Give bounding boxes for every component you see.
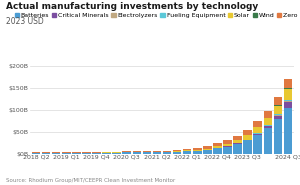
Bar (274, 97, 282, 105)
Bar (173, 151, 182, 152)
Bar (173, 150, 182, 151)
Bar (213, 143, 222, 146)
Text: Source: Rhodium Group/MIT/CEEPR Clean Investment Monitor: Source: Rhodium Group/MIT/CEEPR Clean In… (6, 178, 175, 183)
Bar (284, 100, 292, 101)
Bar (254, 133, 262, 134)
Bar (223, 147, 232, 154)
Bar (274, 106, 282, 114)
Bar (213, 146, 222, 148)
Bar (254, 121, 262, 127)
Bar (183, 151, 191, 154)
Bar (203, 150, 212, 154)
Bar (122, 152, 131, 154)
Bar (133, 151, 141, 152)
Bar (284, 101, 292, 102)
Bar (102, 152, 111, 153)
Bar (102, 153, 111, 154)
Bar (223, 146, 232, 147)
Bar (284, 79, 292, 88)
Bar (32, 152, 40, 153)
Bar (274, 114, 282, 115)
Bar (32, 153, 40, 154)
Bar (62, 153, 70, 154)
Bar (223, 144, 232, 146)
Bar (142, 152, 151, 154)
Bar (263, 125, 272, 126)
Bar (92, 153, 101, 154)
Bar (42, 153, 50, 154)
Bar (254, 135, 262, 154)
Bar (274, 115, 282, 120)
Text: Actual manufacturing investments by technology: Actual manufacturing investments by tech… (6, 2, 258, 11)
Bar (263, 111, 272, 118)
Bar (52, 153, 61, 154)
Bar (193, 148, 202, 150)
Bar (223, 140, 232, 144)
Bar (284, 88, 292, 89)
Bar (233, 136, 242, 140)
Bar (284, 108, 292, 154)
Bar (72, 153, 81, 154)
Bar (274, 105, 282, 106)
Bar (203, 149, 212, 150)
Bar (173, 152, 182, 154)
Bar (243, 130, 252, 135)
Bar (112, 153, 121, 154)
Bar (263, 118, 272, 125)
Bar (122, 151, 131, 152)
Bar (254, 127, 262, 133)
Bar (82, 152, 91, 153)
Bar (153, 152, 161, 154)
Bar (263, 126, 272, 128)
Bar (42, 152, 50, 153)
Bar (72, 152, 81, 153)
Bar (183, 149, 191, 150)
Bar (243, 135, 252, 140)
Bar (213, 148, 222, 154)
Bar (193, 151, 202, 154)
Bar (163, 152, 171, 154)
Bar (153, 151, 161, 152)
Bar (52, 152, 61, 153)
Bar (62, 152, 70, 153)
Bar (284, 89, 292, 100)
Bar (233, 140, 242, 144)
Bar (183, 150, 191, 151)
Bar (274, 120, 282, 154)
Text: 2023 USD: 2023 USD (6, 17, 44, 26)
Bar (92, 152, 101, 153)
Bar (193, 150, 202, 151)
Bar (233, 144, 242, 154)
Legend: Batteries, Critical Minerals, Electrolyzers, Fueling Equipment, Solar, Wind, Zer: Batteries, Critical Minerals, Electrolyz… (12, 10, 300, 21)
Bar (243, 140, 252, 154)
Bar (263, 128, 272, 154)
Bar (112, 152, 121, 153)
Bar (203, 146, 212, 149)
Bar (142, 151, 151, 152)
Bar (254, 134, 262, 135)
Bar (82, 153, 91, 154)
Bar (163, 151, 171, 152)
Bar (284, 102, 292, 108)
Bar (133, 152, 141, 154)
